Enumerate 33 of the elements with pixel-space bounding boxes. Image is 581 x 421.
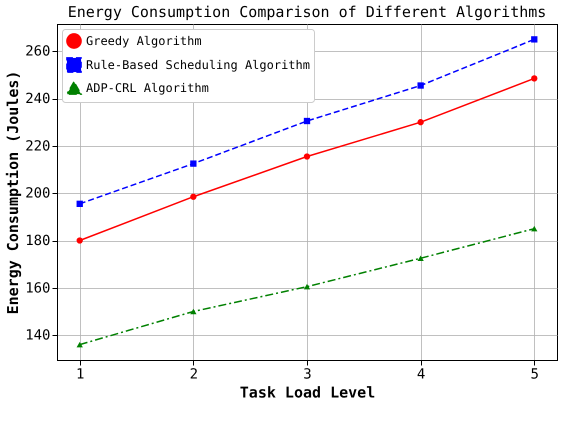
point xyxy=(531,226,538,232)
point xyxy=(304,284,310,290)
y-tick-label: 140 xyxy=(25,328,50,344)
point xyxy=(76,200,83,207)
point xyxy=(190,308,197,314)
point xyxy=(531,36,538,43)
legend-label: Greedy Algorithm xyxy=(86,34,202,48)
legend-label: Rule-Based Scheduling Algorithm xyxy=(86,58,310,72)
legend-label: ADP-CRL Algorithm xyxy=(86,81,209,95)
x-axis-title: Task Load Level xyxy=(240,384,376,402)
point xyxy=(417,256,424,261)
point xyxy=(76,342,83,348)
y-tick-label: 260 xyxy=(25,44,50,60)
x-tick-label: 1 xyxy=(76,366,84,382)
y-tick-label: 240 xyxy=(25,91,50,108)
x-tick-label: 4 xyxy=(416,366,426,382)
y-tick-label: 180 xyxy=(25,233,50,250)
point xyxy=(417,82,424,89)
y-tick-label: 220 xyxy=(25,138,50,154)
y-axis-title: Energy Consumption (Joules) xyxy=(4,70,22,314)
point xyxy=(190,194,197,200)
point xyxy=(304,118,310,124)
point xyxy=(531,75,538,82)
y-tick-label: 160 xyxy=(25,280,50,296)
point xyxy=(76,237,83,244)
x-tick-label: 2 xyxy=(190,366,198,382)
y-tick-label: 200 xyxy=(25,186,50,202)
point xyxy=(190,160,197,167)
x-tick-label: 5 xyxy=(530,366,539,382)
point xyxy=(417,119,424,126)
x-tick-label: 3 xyxy=(303,366,312,382)
point xyxy=(304,153,310,160)
chart-title: Energy Consumption Comparison of Different Algorithms xyxy=(68,3,546,21)
